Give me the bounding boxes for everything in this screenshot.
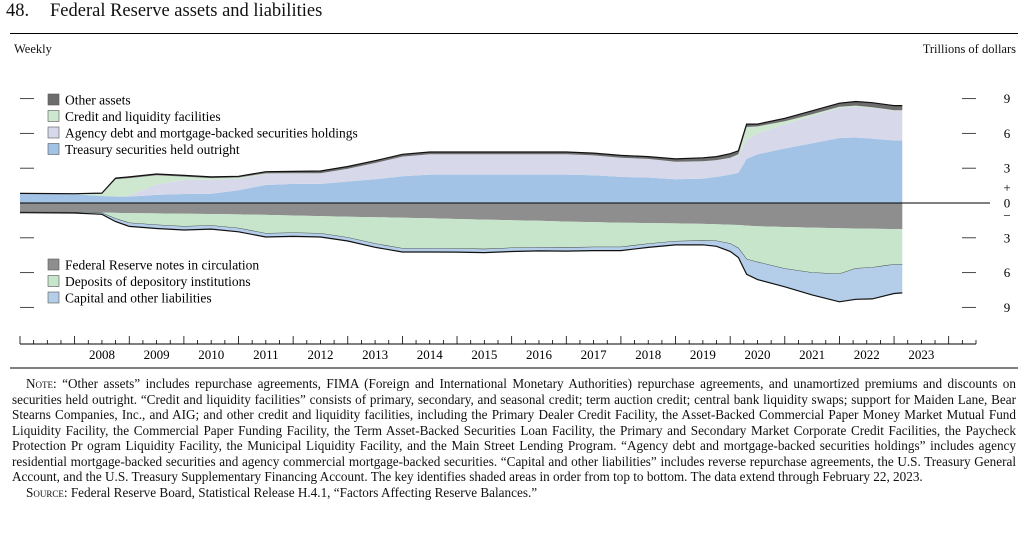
minus-sign: − bbox=[1003, 208, 1010, 223]
area-deposits-of-depository-institutions bbox=[20, 212, 903, 274]
note-paragraph: Note: “Other assets” includes repurchase… bbox=[12, 376, 1016, 485]
note-text: “Other assets” includes repurchase agree… bbox=[12, 376, 1016, 484]
plus-sign: + bbox=[1003, 180, 1010, 195]
x-tick-label-2011: 2011 bbox=[253, 347, 279, 362]
assets-liabilities-chart: 9 6 3 3 6 9 0+ − 2008 2009 2010 2011 2012 2013 2014 201… bbox=[10, 91, 1018, 369]
figure-title: 48. Federal Reserve assets and liabilitie… bbox=[6, 1, 322, 22]
x-tick-label-2018: 2018 bbox=[635, 347, 661, 362]
x-tick-label-2015: 2015 bbox=[471, 347, 497, 362]
x-tick-label-2022: 2022 bbox=[854, 347, 880, 362]
legend-swatch-agency-debt-and-mortgage-backed-securities-holdings bbox=[47, 126, 60, 139]
x-tick-label-2013: 2013 bbox=[362, 347, 388, 362]
legend-label-other-assets: Other assets bbox=[65, 93, 131, 108]
ytick-upper-9-label: 9 bbox=[1004, 91, 1011, 106]
source-label: Source: bbox=[26, 484, 68, 500]
units-label: Trillions of dollars bbox=[922, 42, 1016, 56]
ytick-upper-3-label: 3 bbox=[1004, 161, 1011, 176]
legend-swatch-other-assets bbox=[47, 93, 60, 106]
x-tick-label-2023: 2023 bbox=[908, 347, 934, 362]
area-capital-and-other-liabilities bbox=[20, 212, 903, 302]
legend-swatch-capital-and-other-liabilities bbox=[47, 291, 60, 304]
x-tick-label-2014: 2014 bbox=[417, 347, 444, 362]
area-credit-and-liquidity-facilities bbox=[20, 105, 903, 197]
axes: 9 6 3 3 6 9 0+ − 2008 2009 2010 2011 2012 2013 2014 201… bbox=[10, 91, 1018, 369]
x-tick-label-2017: 2017 bbox=[581, 347, 608, 362]
legend-label-capital-and-other-liabilities: Capital and other liabilities bbox=[65, 291, 212, 306]
source-paragraph: Source: Federal Reserve Board, Statistic… bbox=[12, 485, 1016, 501]
legend-swatch-deposits-of-depository-institutions bbox=[47, 275, 60, 287]
source-text: Federal Reserve Board, Statistical Relea… bbox=[70, 484, 538, 500]
ytick-zero-label: 0 bbox=[1004, 196, 1011, 211]
legend-label-deposits-of-depository-institutions: Deposits of depository institutions bbox=[65, 274, 251, 289]
area-treasury-securities-held-outright bbox=[20, 137, 903, 203]
legend-label-treasury-securities-held-outright: Treasury securities held outright bbox=[65, 142, 240, 157]
total-assets-outline bbox=[19, 100, 903, 195]
title-rule bbox=[10, 33, 1018, 34]
legend-swatch-treasury-securities-held-outright bbox=[47, 143, 60, 155]
x-tick-label-2020: 2020 bbox=[744, 347, 770, 362]
x-tick-label-2008: 2008 bbox=[89, 347, 115, 362]
legend-label-agency-debt-and-mortgage-backed-securities-holdings: Agency debt and mortgage-backed securiti… bbox=[65, 126, 358, 141]
figure-notes: Note: “Other assets” includes repurchase… bbox=[12, 376, 1016, 500]
figure-title-text: Federal Reserve assets and liabilities bbox=[50, 1, 323, 21]
ytick-lower-9-label: 9 bbox=[1004, 300, 1011, 315]
x-tick-label-2016: 2016 bbox=[526, 347, 553, 362]
stacked-areas bbox=[19, 100, 903, 303]
x-tick-label-2009: 2009 bbox=[144, 347, 170, 362]
area-federal-reserve-notes-in-circulation bbox=[20, 203, 903, 230]
area-agency-debt-and-mortgage-backed-securities-holdings bbox=[20, 106, 903, 197]
legend-label-federal-reserve-notes-in-circulation: Federal Reserve notes in circulation bbox=[65, 258, 259, 273]
x-tick-label-2010: 2010 bbox=[198, 347, 224, 362]
legend-swatch-credit-and-liquidity-facilities bbox=[47, 110, 60, 122]
x-tick-label-2019: 2019 bbox=[690, 347, 716, 362]
ytick-upper-6-label: 6 bbox=[1004, 126, 1011, 141]
legend-swatch-federal-reserve-notes-in-circulation bbox=[47, 258, 60, 271]
x-tick-label-2012: 2012 bbox=[307, 347, 333, 362]
ytick-lower-3-label: 3 bbox=[1004, 230, 1011, 245]
ytick-lower-6-label: 6 bbox=[1004, 265, 1011, 280]
total-liabilities-outline bbox=[19, 212, 903, 303]
legend-label-credit-and-liquidity-facilities: Credit and liquidity facilities bbox=[65, 109, 221, 124]
frequency-label: Weekly bbox=[14, 42, 52, 56]
figure-number: 48. bbox=[6, 1, 30, 21]
note-label: Note: bbox=[26, 376, 57, 391]
x-tick-label-2021: 2021 bbox=[799, 347, 825, 362]
